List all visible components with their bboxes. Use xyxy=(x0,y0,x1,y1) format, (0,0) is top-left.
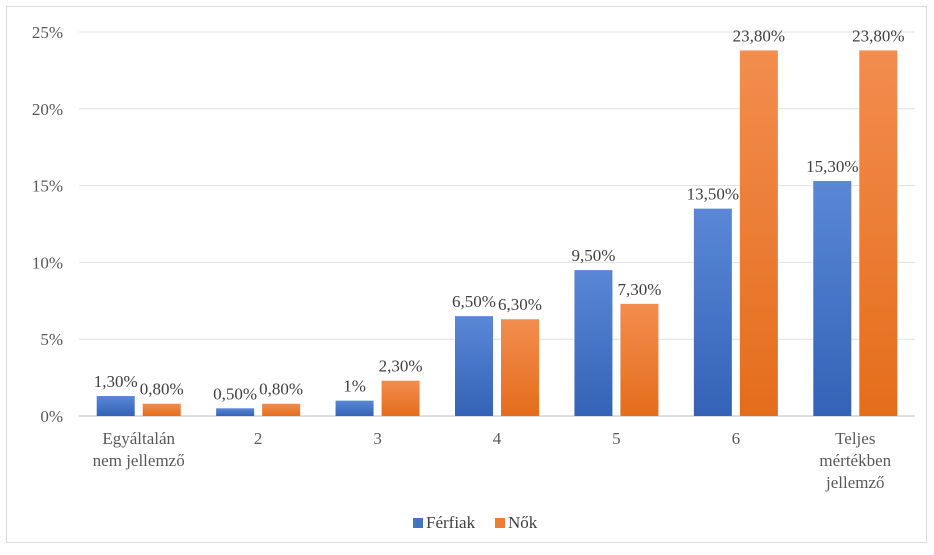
bar-ferfiak xyxy=(335,400,374,416)
data-label: 1% xyxy=(343,377,366,396)
bar-ferfiak xyxy=(455,316,493,416)
bar-ferfiak xyxy=(813,180,852,416)
data-label: 2,30% xyxy=(379,357,423,376)
bars xyxy=(96,50,898,416)
data-label: 6,30% xyxy=(498,295,542,314)
legend-label: Férfiak xyxy=(426,513,476,532)
y-tick-label: 5% xyxy=(40,330,63,349)
y-tick-label: 20% xyxy=(32,100,63,119)
y-tick-label: 0% xyxy=(40,407,63,426)
data-label: 9,50% xyxy=(571,246,615,265)
data-label: 0,80% xyxy=(259,380,303,399)
data-label: 13,50% xyxy=(687,185,739,204)
x-tick-label: Teljes xyxy=(835,429,875,448)
legend: Férfiak Nők xyxy=(413,513,538,532)
bar-nok xyxy=(620,303,659,416)
data-label: 6,50% xyxy=(452,292,496,311)
x-tick-label: 6 xyxy=(732,429,741,448)
bar-nok xyxy=(859,50,898,416)
y-tick-label: 25% xyxy=(32,23,63,42)
bar-ferfiak xyxy=(693,208,732,416)
bar-chart: 0%5%10%15%20%25% 1,30%0,50% 1%6,50%9,50%1… xyxy=(32,23,915,532)
data-label: 23,80% xyxy=(733,26,785,45)
bar-ferfiak xyxy=(574,270,613,416)
x-tick-label: 4 xyxy=(493,429,502,448)
bar-nok xyxy=(262,403,301,416)
x-tick-label: 5 xyxy=(612,429,621,448)
legend-swatch xyxy=(413,518,423,528)
y-tick-label: 10% xyxy=(32,253,63,272)
y-tick-label: 15% xyxy=(32,177,63,196)
data-label: 15,30% xyxy=(806,157,858,176)
data-label: 23,80% xyxy=(852,26,904,45)
x-tick-label: mértékben xyxy=(819,451,891,470)
data-labels: 1,30% 0,50% 1% 6,50% 9,50% 13,50% 15,30% 0,80% 0… xyxy=(94,26,905,403)
bar-ferfiak xyxy=(216,408,255,416)
x-tick-label: jellemző xyxy=(825,473,885,492)
data-label: 1,30% xyxy=(94,372,138,391)
x-tick-label: 2 xyxy=(254,429,263,448)
bar-nok xyxy=(739,50,778,416)
data-label: 0,80% xyxy=(140,380,184,399)
x-tick-label: 3 xyxy=(373,429,382,448)
x-tick-label: Egyáltalán xyxy=(102,429,175,448)
chart-area: 0% 5% 10% 15% 20% 25% 1,30% 0,50% 1% 6,50% 9,50% 1… xyxy=(6,6,927,543)
legend-label: Nők xyxy=(508,513,538,532)
x-axis: Egyáltalán nem jellemző 2 3 4 5 6 Teljes mértékb… xyxy=(93,429,892,492)
bar-nok xyxy=(381,380,420,416)
gridlines xyxy=(79,31,915,417)
y-axis: 0% 5% 10% 15% 20% 25% xyxy=(32,23,63,426)
bar-nok xyxy=(142,403,181,416)
bar-ferfiak xyxy=(96,396,135,416)
x-tick-label: nem jellemző xyxy=(93,451,185,470)
bar-nok xyxy=(501,319,539,416)
data-label: 7,30% xyxy=(617,280,661,299)
legend-swatch xyxy=(495,518,505,528)
data-label: 0,50% xyxy=(213,384,257,403)
